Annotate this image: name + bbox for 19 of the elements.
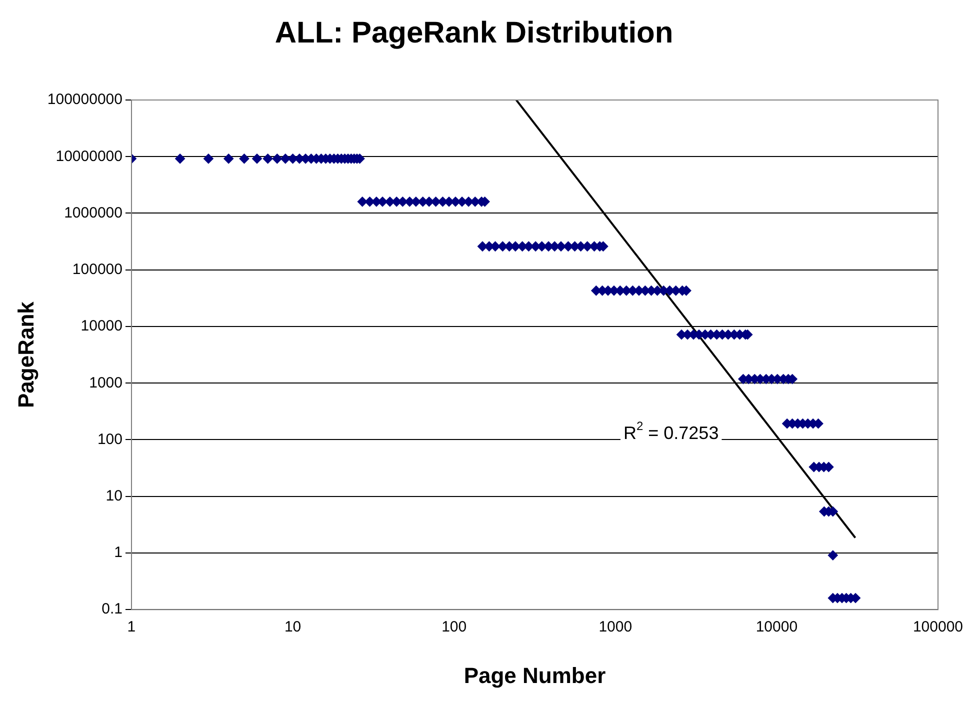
x-tick-label: 100 xyxy=(442,618,467,636)
y-axis-title: PageRank xyxy=(13,300,38,408)
x-tick-label: 1000 xyxy=(598,618,632,636)
chart-title: ALL: PageRank Distribution xyxy=(274,16,674,50)
x-tick-label: 10 xyxy=(284,618,302,636)
y-tick-label: 1000000 xyxy=(64,204,122,222)
y-tick-label: 0.1 xyxy=(102,600,122,618)
y-tick-label: 10000 xyxy=(80,318,122,335)
x-tick-label: 1 xyxy=(127,618,136,636)
y-tick-label: 100 xyxy=(97,430,122,448)
y-tick-label: 1 xyxy=(114,544,122,562)
y-tick-label: 10 xyxy=(106,487,122,504)
x-tick-label: 10000 xyxy=(756,618,798,636)
y-tick-label: 1000 xyxy=(89,374,122,392)
y-tick-label: 10000000 xyxy=(56,148,122,165)
y-tick-label: 100000000 xyxy=(47,91,122,108)
x-tick-label: 100000 xyxy=(912,618,964,636)
y-tick-label: 100000 xyxy=(72,261,122,278)
x-axis-title: Page Number xyxy=(464,662,606,688)
